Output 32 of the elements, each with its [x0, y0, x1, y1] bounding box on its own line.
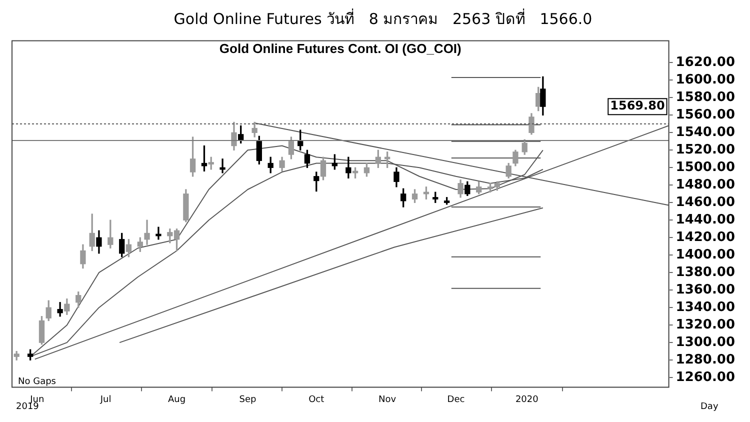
text: Day: [700, 402, 719, 412]
x-tick-label: Nov: [378, 394, 397, 405]
y-tick-label: 1320.00: [676, 317, 736, 332]
x-tick-label: Sep: [239, 394, 256, 405]
annotation: No Gaps: [18, 377, 56, 388]
y-tick-label: 1440.00: [676, 212, 736, 228]
y-tick-label: 1480.00: [676, 178, 736, 193]
y-tick-label: 1520.00: [676, 142, 736, 158]
chart-title: Gold Online Futures วันที่ 8 มกราคม 2563 ปิดที่ 1566.0: [172, 8, 594, 30]
text: 2019: [16, 402, 40, 412]
y-tick-label: 1420.00: [676, 230, 736, 245]
x-tick-label: 2020: [515, 394, 539, 405]
x-tick-label: Oct: [308, 394, 325, 405]
x-tick-label: Jul: [99, 394, 112, 405]
chart-subtitle: Gold Online Futures Cont. OI (GO_COI): [219, 40, 462, 56]
annotation: 1569.80: [610, 98, 665, 113]
x-tick-label: Aug: [168, 394, 186, 405]
y-tick-label: 1340.00: [676, 300, 736, 315]
y-tick-label: 1560.00: [676, 108, 736, 123]
y-tick-label: 1580.00: [676, 90, 736, 106]
y-tick-label: 1280.00: [676, 352, 736, 368]
y-tick-label: 1400.00: [676, 247, 736, 262]
y-tick-label: 1540.00: [676, 125, 736, 140]
y-tick-label: 1300.00: [676, 334, 736, 350]
y-tick-label: 1620.00: [676, 55, 736, 70]
y-tick-label: 1600.00: [676, 72, 736, 88]
x-tick-label: Dec: [447, 394, 465, 405]
y-tick-label: 1460.00: [676, 195, 736, 210]
y-tick-label: 1360.00: [676, 282, 736, 298]
y-tick-label: 1380.00: [676, 264, 736, 280]
y-tick-label: 1500.00: [676, 160, 736, 176]
y-tick-label: 1260.00: [676, 370, 736, 385]
